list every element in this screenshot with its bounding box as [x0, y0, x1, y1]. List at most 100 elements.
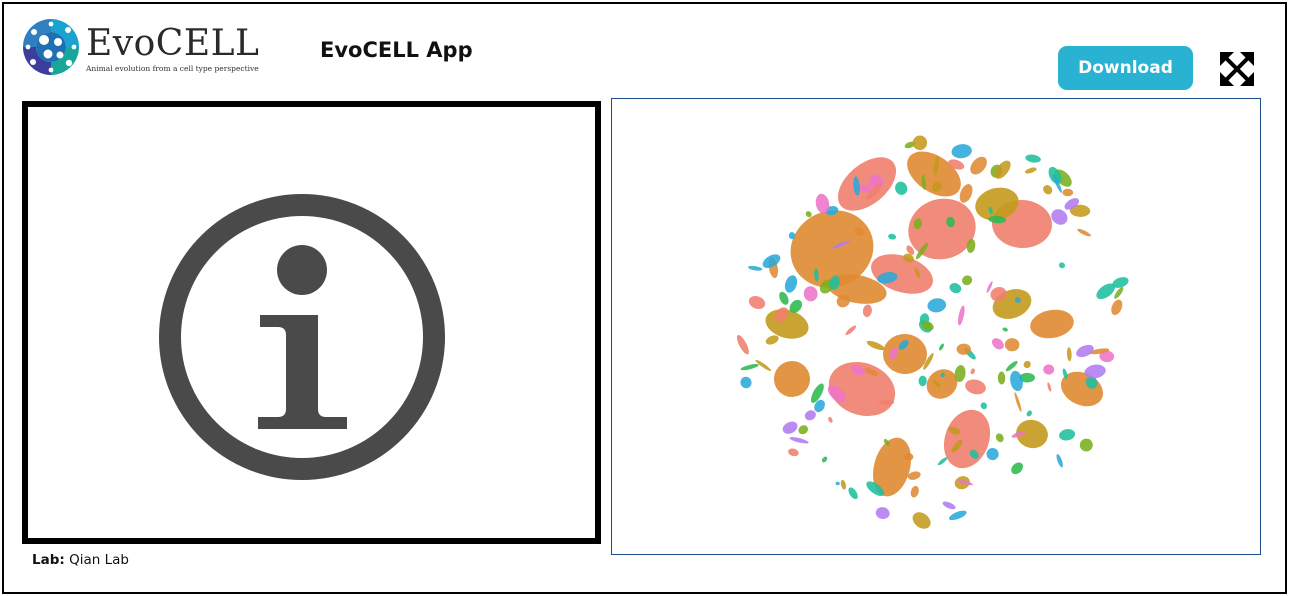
umap-cluster — [997, 371, 1006, 385]
umap-cluster — [1043, 364, 1055, 375]
umap-cluster — [907, 471, 921, 480]
umap-cluster — [853, 176, 860, 196]
umap-cluster — [740, 376, 752, 389]
umap-cluster — [814, 268, 819, 282]
umap-cluster — [1026, 410, 1032, 417]
umap-cluster — [1011, 431, 1026, 438]
umap-cluster — [862, 304, 872, 318]
umap-cluster — [994, 160, 1011, 179]
umap-cluster — [748, 265, 763, 271]
umap-cluster — [762, 254, 781, 268]
umap-cluster — [921, 320, 934, 331]
umap-cluster — [779, 291, 789, 305]
umap-cluster — [883, 333, 927, 375]
umap-cluster — [949, 283, 962, 294]
umap-cluster — [810, 383, 824, 403]
umap-cluster — [1025, 154, 1041, 163]
umap-cluster — [1064, 198, 1080, 210]
umap-cluster — [932, 181, 942, 192]
umap-cluster — [845, 325, 857, 336]
umap-cluster — [803, 286, 818, 302]
umap-cluster — [906, 245, 915, 255]
umap-cluster — [784, 275, 798, 293]
umap-cluster — [854, 227, 865, 236]
umap-cluster — [866, 183, 882, 200]
umap-cluster — [957, 479, 974, 486]
umap-cluster — [1023, 360, 1031, 369]
umap-cluster — [848, 487, 858, 500]
lab-info: Lab: Qian Lab — [32, 552, 129, 568]
umap-cluster — [969, 449, 979, 459]
umap-cluster — [1099, 350, 1115, 363]
umap-cluster — [988, 215, 1007, 224]
umap-cluster — [1030, 309, 1074, 339]
evocell-logo[interactable]: EvoCELL Animal evolution from a cell typ… — [22, 18, 262, 80]
umap-cluster — [814, 399, 825, 413]
umap-cluster — [951, 144, 972, 159]
umap-cluster — [815, 193, 830, 214]
umap-cluster — [991, 338, 1004, 350]
umap-cluster — [788, 448, 799, 457]
umap-cluster — [1059, 429, 1076, 441]
umap-cluster — [782, 421, 798, 434]
info-circle-icon — [159, 194, 445, 480]
umap-cluster — [903, 453, 914, 461]
umap-cluster — [1084, 364, 1106, 379]
umap-cluster — [1111, 299, 1123, 315]
umap-cluster — [883, 438, 890, 446]
umap-cluster — [828, 361, 896, 417]
umap-cluster — [836, 294, 850, 308]
umap-cluster — [1066, 347, 1072, 362]
umap-cluster — [837, 157, 897, 211]
lab-label: Lab: — [32, 552, 65, 568]
umap-cluster — [875, 507, 890, 520]
umap-cluster — [948, 426, 961, 435]
umap-cluster — [840, 479, 846, 490]
umap-cluster — [986, 448, 999, 461]
umap-plot[interactable] — [612, 99, 1260, 554]
info-panel[interactable] — [22, 101, 601, 544]
umap-panel[interactable] — [611, 98, 1261, 555]
umap-cluster — [1014, 392, 1022, 412]
umap-cluster — [965, 379, 986, 395]
umap-cluster — [912, 135, 928, 151]
umap-cluster — [980, 402, 987, 410]
umap-cluster — [871, 254, 933, 294]
umap-cluster — [790, 210, 874, 288]
umap-cluster — [946, 216, 955, 228]
umap-cluster — [1019, 372, 1035, 383]
umap-cluster — [940, 372, 945, 378]
umap-cluster — [914, 267, 921, 279]
umap-cluster — [1077, 228, 1091, 237]
umap-cluster — [850, 364, 865, 376]
app-title: EvoCELL App — [320, 38, 473, 62]
umap-cluster — [877, 272, 898, 284]
umap-cluster — [970, 368, 975, 375]
umap-cluster — [888, 233, 897, 240]
umap-cluster — [1062, 188, 1074, 197]
umap-cluster — [878, 400, 895, 405]
expand-arrows-icon[interactable] — [1218, 50, 1256, 88]
umap-cluster — [1052, 174, 1062, 193]
umap-cluster — [962, 275, 973, 286]
umap-cluster — [821, 456, 828, 463]
umap-cluster — [866, 481, 885, 496]
umap-cluster — [912, 512, 931, 529]
umap-cluster — [1011, 462, 1024, 475]
umap-cluster — [958, 305, 965, 326]
umap-cluster — [910, 485, 919, 498]
umap-cluster — [1004, 338, 1020, 352]
umap-cluster — [1096, 283, 1116, 300]
umap-cluster — [959, 184, 973, 203]
umap-cluster — [942, 501, 956, 510]
umap-cluster — [866, 340, 885, 351]
umap-cluster — [933, 155, 940, 176]
umap-cluster — [951, 439, 963, 453]
umap-cluster — [774, 307, 789, 323]
umap-cluster — [932, 379, 941, 388]
umap-cluster — [915, 242, 929, 260]
download-button[interactable]: Download — [1058, 46, 1193, 90]
lab-value: Qian Lab — [69, 552, 129, 568]
umap-cluster — [921, 174, 926, 190]
umap-cluster — [1085, 376, 1098, 389]
